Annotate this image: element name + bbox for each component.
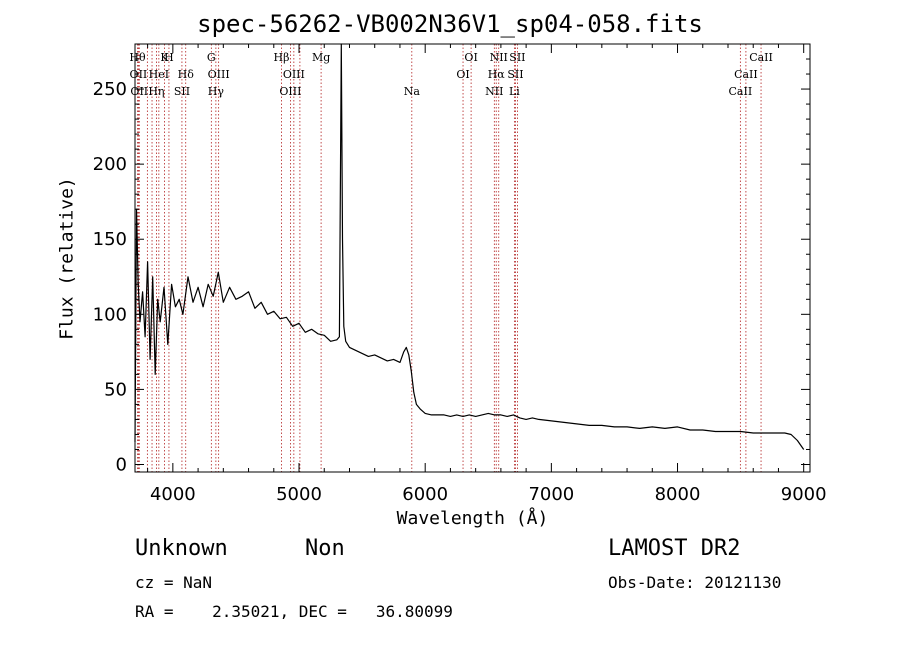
spectrum-line [134,43,805,450]
spectrum-layer [134,43,805,450]
line-label: Hα [488,68,506,81]
line-label: Mg [312,51,330,64]
x-tick-label: 6000 [402,484,448,505]
plot-title: spec-56262-VB002N36V1_sp04-058.fits [197,10,703,38]
x-axis-label: Wavelength (Å) [396,508,549,529]
line-label: Li [509,85,520,98]
line-label: Hδ [178,68,195,81]
line-label: Hη [148,85,164,98]
y-axis-label: Flux (relative) [56,177,78,340]
line-label: G [207,51,216,64]
line-label: H [164,51,174,64]
line-label: CaII [729,85,753,98]
y-tick-label: 0 [116,454,127,475]
line-label: Hθ [129,51,146,64]
line-label: Na [404,85,421,98]
redshift-text: cz = NaN [135,573,213,592]
line-label: OII [130,68,148,81]
line-label: SII [509,51,525,64]
x-tick-label: 8000 [655,484,701,505]
object-subclass: Non [305,536,345,561]
line-label: OII [130,85,148,98]
line-label: OIII [283,68,305,81]
line-markers [137,44,762,472]
line-label: Hβ [274,51,290,64]
obs-date-text: Obs-Date: 20121130 [608,573,782,592]
line-label: HeI [149,68,169,81]
x-tick-label: 9000 [781,484,827,505]
line-label: K [160,51,169,64]
y-tick-label: 250 [93,79,127,100]
y-tick-label: 150 [93,229,127,250]
line-label: Hγ [208,85,225,98]
y-tick-label: 50 [104,379,127,400]
line-label: OIII [208,68,230,81]
line-label: CaII [734,68,758,81]
x-tick-label: 5000 [276,484,322,505]
line-label: OI [464,51,477,64]
plot-frame [134,43,811,473]
x-tick-label: 7000 [528,484,574,505]
line-label: OI [456,68,469,81]
line-label: CaII [749,51,773,64]
line-label: NII [485,85,503,98]
y-tick-label: 200 [93,154,127,175]
survey-name: LAMOST DR2 [608,536,741,561]
x-tick-label: 4000 [150,484,196,505]
coordinates-text: RA = 2.35021, DEC = 36.80099 [135,602,453,621]
axes: 4000 5000 6000 7000 8000 9000 0 50 100 150 200 250 [93,44,827,505]
line-label: NII [490,51,508,64]
line-label: OIII [279,85,301,98]
line-label: SII [507,68,523,81]
object-class: Unknown [135,536,228,561]
y-tick-label: 100 [93,304,127,325]
line-label: SII [174,85,190,98]
